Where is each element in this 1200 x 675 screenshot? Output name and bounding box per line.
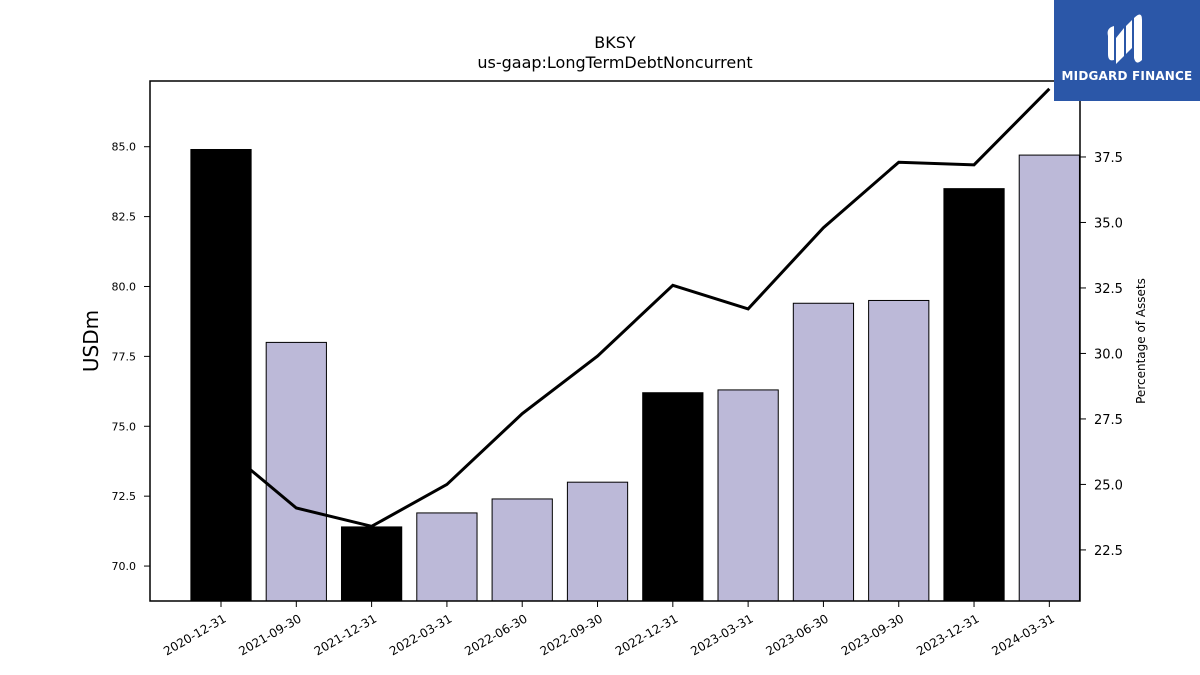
brand-logo: MIDGARD FINANCE bbox=[1054, 0, 1200, 101]
y2-tick-label: 27.5 bbox=[1094, 413, 1123, 428]
bar bbox=[943, 188, 1005, 602]
y2-tick-label: 37.5 bbox=[1094, 151, 1123, 166]
bar bbox=[265, 341, 327, 602]
y-tick-label: 72.5 bbox=[112, 490, 137, 503]
y-tick-label: 77.5 bbox=[112, 350, 137, 363]
x-tick-label: 2023-03-31 bbox=[688, 611, 755, 658]
y2-tick-label: 25.0 bbox=[1094, 478, 1123, 493]
y2-tick-label: 30.0 bbox=[1094, 347, 1123, 362]
x-tick-label: 2022-12-31 bbox=[613, 611, 680, 658]
bar bbox=[868, 299, 930, 602]
x-tick-label: 2024-03-31 bbox=[989, 611, 1056, 658]
brand-logo-text: MIDGARD FINANCE bbox=[1061, 69, 1193, 83]
y-tick-label: 85.0 bbox=[112, 141, 137, 154]
y2-tick-label: 22.5 bbox=[1094, 544, 1123, 559]
y2-tick-label: 32.5 bbox=[1094, 282, 1123, 297]
y-tick-label: 75.0 bbox=[112, 420, 137, 433]
y-tick-label: 70.0 bbox=[112, 560, 137, 573]
chart-title: BKSY bbox=[594, 33, 636, 52]
x-tick-label: 2022-03-31 bbox=[387, 611, 454, 658]
x-tick-label: 2021-12-31 bbox=[312, 611, 379, 658]
midgard-logo-icon bbox=[1107, 14, 1142, 64]
x-tick-label: 2022-09-30 bbox=[538, 611, 605, 658]
bar bbox=[642, 392, 704, 602]
bar bbox=[416, 512, 478, 602]
x-tick-label: 2023-12-31 bbox=[914, 611, 981, 658]
y2-axis-label: Percentage of Assets bbox=[1134, 278, 1148, 404]
line-group bbox=[220, 87, 1051, 528]
bar bbox=[340, 526, 403, 602]
bar bbox=[792, 302, 855, 602]
x-tick-label: 2022-06-30 bbox=[462, 611, 529, 658]
bar bbox=[190, 148, 252, 602]
y-tick-label: 82.5 bbox=[112, 211, 137, 224]
x-tick-label: 2023-09-30 bbox=[839, 611, 906, 658]
bar bbox=[566, 481, 629, 602]
bar bbox=[1018, 154, 1080, 602]
x-tick-label: 2021-09-30 bbox=[236, 611, 303, 658]
x-tick-label: 2023-06-30 bbox=[764, 611, 831, 658]
line-series bbox=[220, 87, 1051, 528]
y-tick-label: 80.0 bbox=[112, 280, 137, 293]
x-tick-label: 2020-12-31 bbox=[161, 611, 228, 658]
y2-tick-label: 35.0 bbox=[1094, 216, 1123, 231]
chart-subtitle: us-gaap:LongTermDebtNoncurrent bbox=[477, 53, 752, 72]
plot-frame bbox=[149, 80, 1081, 602]
bars-group bbox=[190, 148, 1080, 602]
bar bbox=[491, 498, 553, 602]
bar bbox=[717, 389, 779, 602]
y-axis-label: USDm bbox=[79, 310, 103, 372]
